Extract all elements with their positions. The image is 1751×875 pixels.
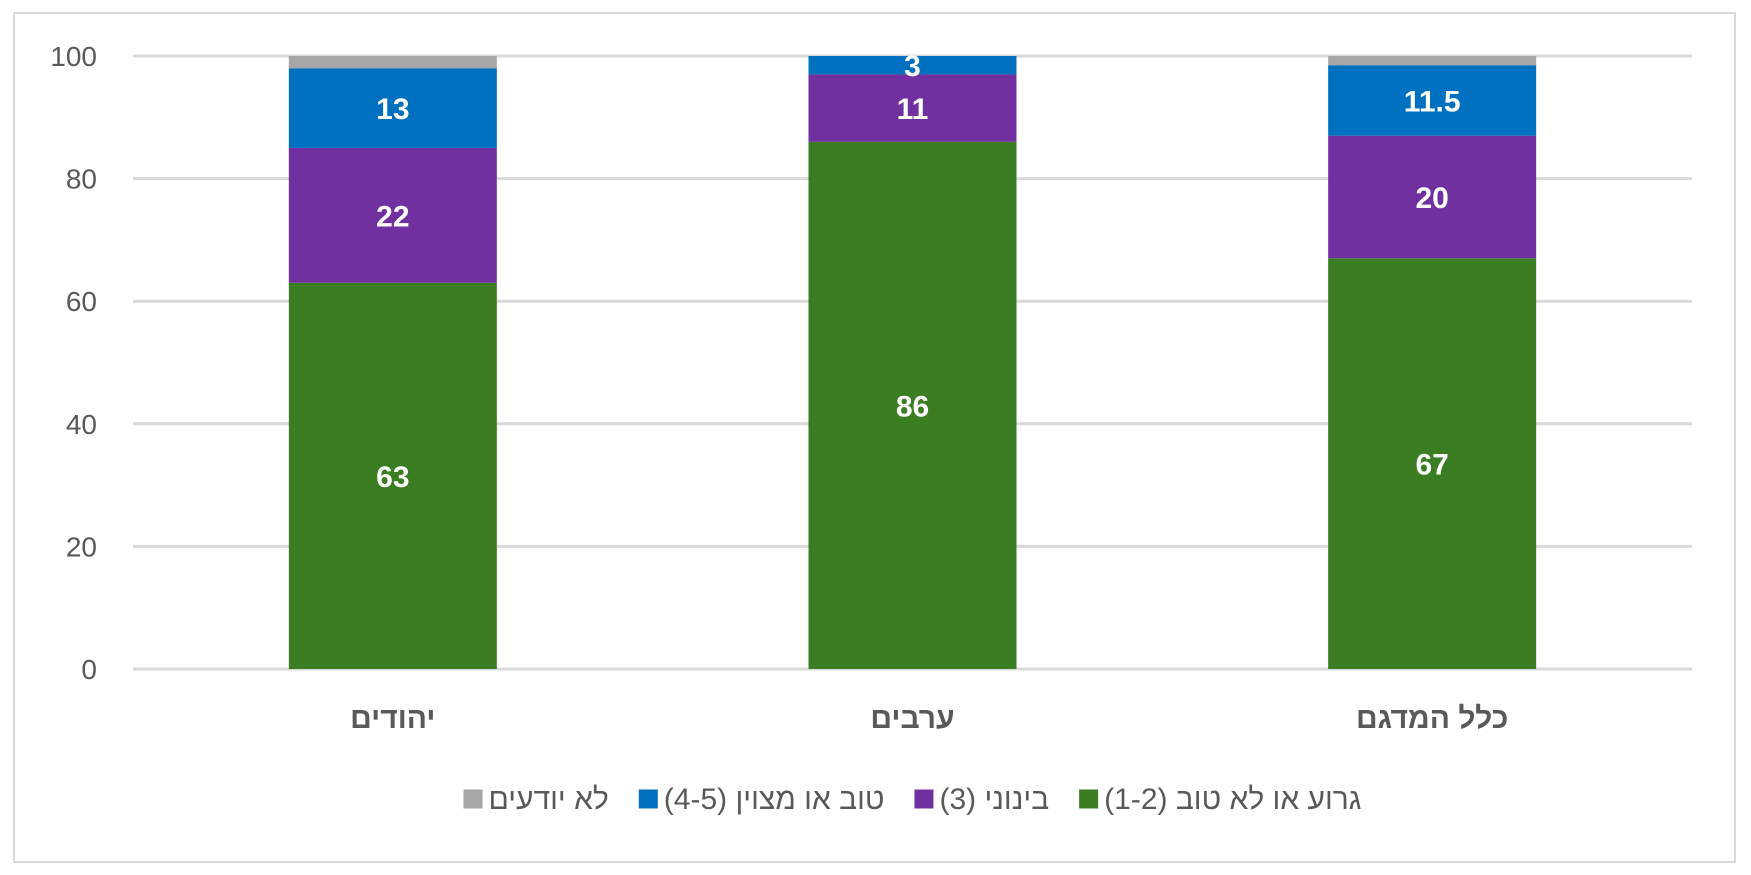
legend-swatch — [1079, 789, 1099, 809]
bar-segment — [808, 56, 1017, 75]
bar-segment — [288, 56, 497, 69]
legend-label: בינוני (3) — [939, 783, 1049, 816]
legend-label: לא יודעים — [489, 783, 609, 816]
y-tick-label: 100 — [50, 41, 97, 72]
y-tick-label: 20 — [66, 531, 97, 562]
bar-segment — [808, 74, 1017, 142]
data-label: 22 — [376, 200, 409, 233]
data-label: 11 — [897, 93, 929, 126]
data-label: 13 — [376, 93, 409, 126]
data-label: 67 — [1415, 449, 1448, 482]
legend-label: טוב או מצוין (4-5) — [664, 783, 885, 816]
y-axis-ticks: 0 20 40 60 80 100 — [50, 41, 97, 685]
bar-segment — [288, 147, 497, 283]
category-label: כלל המדגם — [1356, 702, 1508, 735]
bar-segment — [1328, 56, 1537, 66]
bar-segment — [288, 282, 497, 669]
legend-swatch — [463, 789, 483, 809]
legend-item: טוב או מצוין (4-5) — [638, 783, 885, 816]
y-tick-label: 40 — [66, 409, 97, 440]
bars: 63 22 13 86 11 3 67 20 11.5 — [288, 50, 1537, 669]
bar-segment — [808, 141, 1017, 669]
bar-segment — [1328, 258, 1537, 669]
data-label: 11.5 — [1404, 85, 1461, 118]
y-tick-label: 60 — [66, 286, 97, 317]
legend-item: גרוע או לא טוב (1-2) — [1079, 783, 1361, 816]
data-label: 63 — [376, 461, 409, 494]
y-tick-label: 80 — [66, 164, 97, 195]
category-label: יהודים — [350, 702, 435, 735]
legend: גרוע או לא טוב (1-2) בינוני (3) טוב או מצו… — [463, 783, 1361, 816]
bar-segment — [1328, 65, 1537, 136]
bar-segment — [288, 68, 497, 148]
legend-item: בינוני (3) — [914, 783, 1049, 816]
legend-item: לא יודעים — [463, 783, 609, 816]
y-tick-label: 0 — [81, 654, 97, 685]
legend-label: גרוע או לא טוב (1-2) — [1104, 783, 1361, 816]
bar-segment — [1328, 135, 1537, 259]
category-labels: יהודים ערבים כלל המדגם — [350, 702, 1508, 735]
data-label: 86 — [896, 390, 929, 423]
category-label: ערבים — [870, 702, 954, 735]
legend-swatch — [638, 789, 658, 809]
data-label: 20 — [1415, 182, 1448, 215]
data-label: 3 — [904, 50, 921, 83]
legend-swatch — [914, 789, 934, 809]
